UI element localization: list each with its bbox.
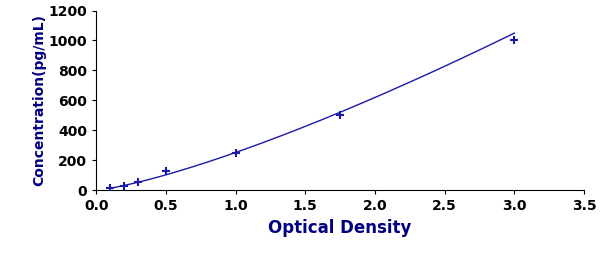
X-axis label: Optical Density: Optical Density — [268, 219, 412, 237]
Y-axis label: Concentration(pg/mL): Concentration(pg/mL) — [32, 14, 46, 186]
